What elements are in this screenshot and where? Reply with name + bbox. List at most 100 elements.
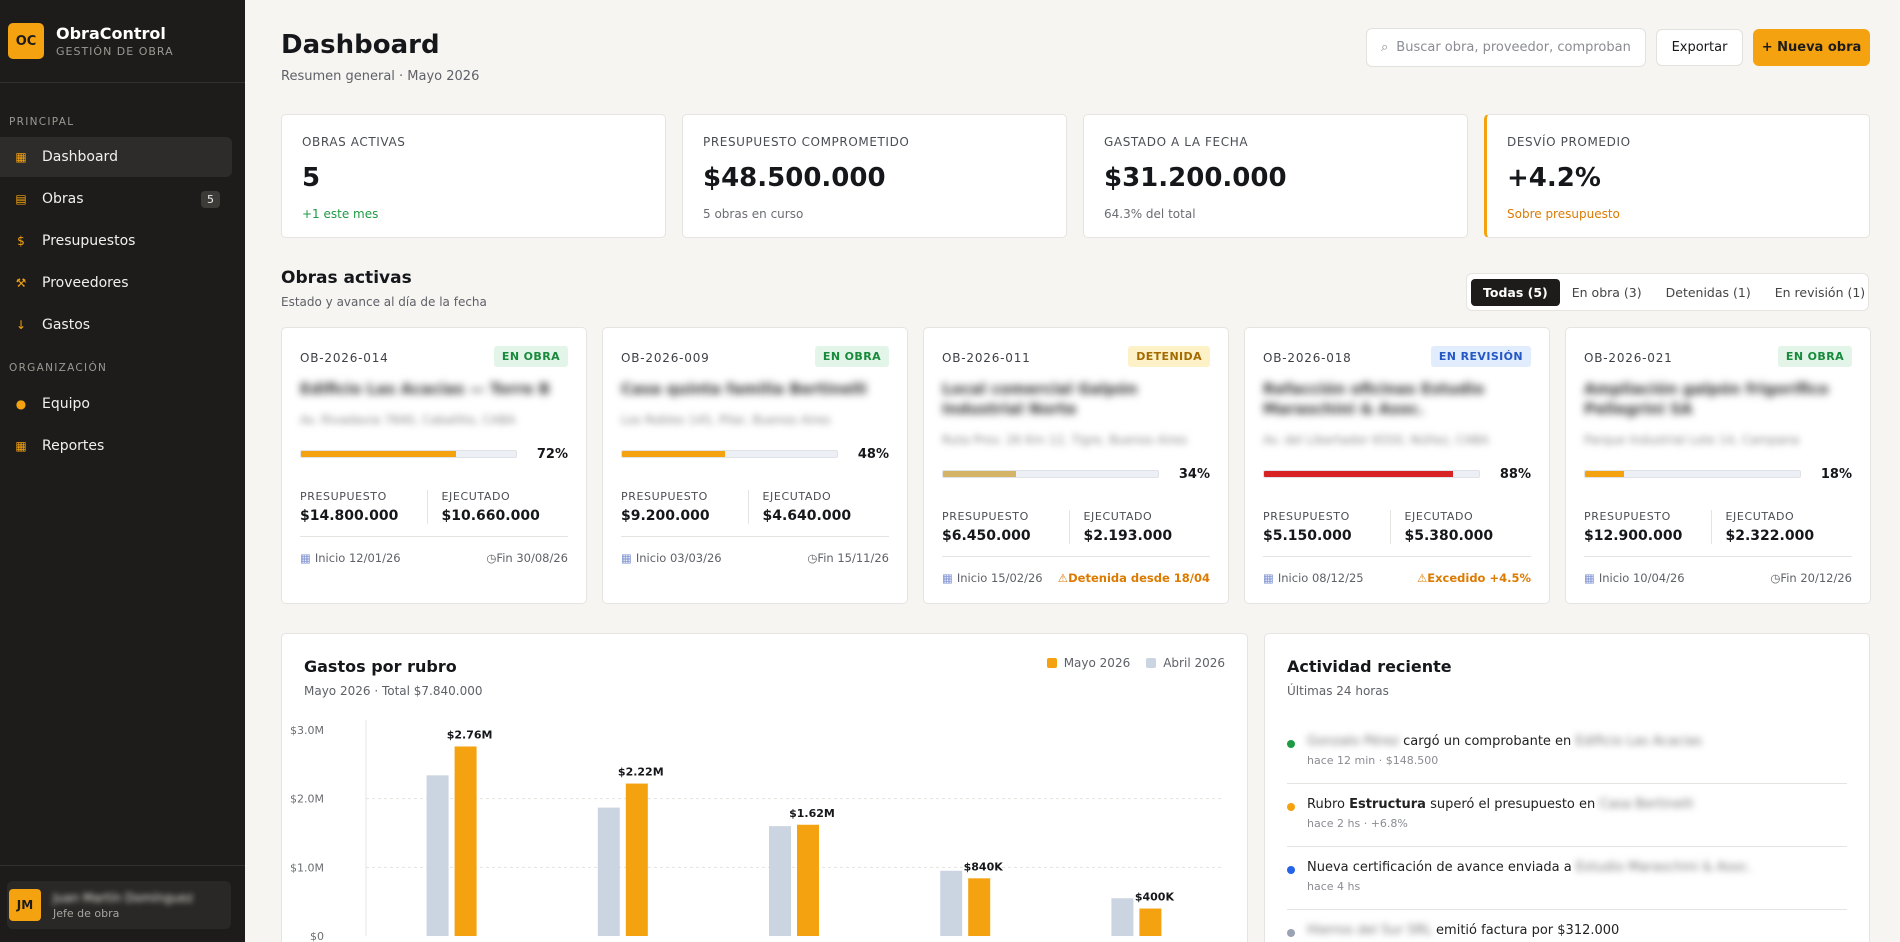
obras-count-badge: 5 — [201, 190, 220, 208]
progress-percent: 72% — [536, 446, 568, 462]
progress-fill — [301, 451, 456, 457]
project-card[interactable]: OB-2026-018 EN REVISIÓN Refacción oficin… — [1244, 327, 1550, 604]
nav-section-principal: PRINCIPAL — [9, 116, 75, 128]
bar-mayo — [797, 824, 819, 936]
activity-item[interactable]: Rubro Estructura superó el presupuesto e… — [1287, 797, 1847, 830]
status-badge: EN OBRA — [493, 346, 568, 367]
sidebar-item-equipo[interactable]: ● Equipo — [0, 384, 232, 424]
activity-actor: Gonzalo Pérez — [1307, 734, 1400, 749]
project-money: PRESUPUESTO $14.800.000 EJECUTADO $10.660.… — [300, 490, 568, 537]
activity-item[interactable]: Gonzalo Pérez cargó un comprobante en Ed… — [1287, 734, 1847, 767]
kpi-label: PRESUPUESTO COMPROMETIDO — [703, 135, 910, 149]
chart-subtitle: Mayo 2026 · Total $7.840.000 — [304, 684, 483, 698]
status-filter-tabs: Todas (5) En obra (3) Detenidas (1) En r… — [1466, 273, 1869, 311]
status-dot — [1287, 929, 1295, 937]
user-name: Juan Martín Domínguez — [53, 890, 194, 905]
start-date: Inicio 08/12/25 — [1277, 571, 1364, 585]
sidebar-item-gastos[interactable]: ↓ Gastos — [0, 305, 232, 345]
calendar-icon: ▦ — [1584, 571, 1595, 585]
project-code: OB-2026-014 — [300, 351, 389, 365]
project-address: Av. Rivadavia 7840, Caballito, CABA — [300, 413, 516, 427]
project-name: Local comercial Galpón Industrial Norte — [942, 380, 1138, 418]
activity-meta: hace 2 hs · +6.8% — [1307, 817, 1408, 830]
spent-label: EJECUTADO — [762, 490, 832, 503]
search-box[interactable]: ⌕ — [1366, 28, 1646, 67]
obras-section-title: Obras activas — [281, 268, 412, 288]
sidebar-item-label: Reportes — [42, 438, 105, 454]
budget-label: PRESUPUESTO — [942, 510, 1029, 523]
sidebar-item-label: Gastos — [42, 317, 91, 333]
activity-target: Edificio Las Acacias — [1575, 734, 1702, 749]
filter-todas[interactable]: Todas (5) — [1471, 278, 1560, 306]
sidebar-item-presupuestos[interactable]: $ Presupuestos — [0, 221, 232, 261]
activity-actor: Hierros del Sur SRL — [1307, 923, 1432, 938]
filter-en-revision[interactable]: En revisión (1) — [1774, 284, 1866, 300]
arrow-down-icon: ↓ — [15, 318, 27, 332]
y-tick-label: $3.0M — [290, 724, 324, 737]
legend-item-abril: Abril 2026 — [1146, 656, 1225, 670]
end-date: Fin 30/08/26 — [496, 551, 568, 565]
budget-label: PRESUPUESTO — [621, 490, 708, 503]
kpi-note: Sobre presupuesto — [1507, 207, 1620, 221]
user-card[interactable]: JM Juan Martín Domínguez Jefe de obra — [7, 881, 231, 929]
filter-en-obra[interactable]: En obra (3) — [1571, 284, 1642, 300]
calendar-icon: ▦ — [1263, 571, 1274, 585]
project-dates: ▦ Inicio 15/02/26 ⚠Detenida desde 18/04 — [942, 571, 1210, 585]
data-label: $840K — [964, 860, 1004, 873]
spent-label: EJECUTADO — [1725, 510, 1795, 523]
project-card[interactable]: OB-2026-021 EN OBRA Ampliación galpón fr… — [1565, 327, 1871, 604]
start-date: Inicio 12/01/26 — [314, 551, 401, 565]
project-address: Ruta Prov. 26 Km 12, Tigre, Buenos Aires — [942, 433, 1188, 447]
bar-mayo — [968, 878, 991, 936]
progress-fill — [943, 471, 1017, 477]
bar-abril — [940, 870, 963, 936]
project-code: OB-2026-009 — [621, 351, 710, 365]
kpi-value: 5 — [302, 163, 321, 193]
spent-label: EJECUTADO — [441, 490, 511, 503]
budget-value: $6.450.000 — [942, 528, 1031, 544]
project-card[interactable]: OB-2026-014 EN OBRA Edificio Las Acacias… — [281, 327, 587, 604]
budget-value: $12.900.000 — [1584, 528, 1683, 544]
brand-logo: OC — [8, 23, 44, 59]
kpi-value: +4.2% — [1507, 163, 1601, 193]
project-money: PRESUPUESTO $5.150.000 EJECUTADO $5.380.00… — [1263, 510, 1531, 557]
clock-icon: ◷ — [1770, 571, 1781, 585]
activity-target: Casa Bertinelli — [1599, 797, 1694, 812]
search-input[interactable] — [1396, 40, 1632, 55]
spent-label: EJECUTADO — [1083, 510, 1153, 523]
kpi-note: +1 este mes — [302, 207, 379, 221]
start-date: Inicio 03/03/26 — [635, 551, 722, 565]
data-label: $1.62M — [789, 807, 835, 820]
spent-value: $2.322.000 — [1725, 528, 1815, 544]
activity-item[interactable]: Hierros del Sur SRL emitió factura por $… — [1287, 923, 1847, 938]
data-label: $400K — [1135, 891, 1175, 904]
activity-panel: Actividad reciente Últimas 24 horas Gonz… — [1264, 633, 1870, 942]
new-obra-button[interactable]: + Nueva obra — [1753, 29, 1870, 66]
activity-prefix: Rubro — [1307, 797, 1350, 812]
sidebar-item-dashboard[interactable]: ▦ Dashboard — [0, 137, 232, 177]
brand-subtitle: GESTIÓN DE OBRA — [56, 45, 174, 58]
kpi-label: OBRAS ACTIVAS — [302, 135, 406, 149]
project-address: Av. del Libertador 6550, Núñez, CABA — [1263, 433, 1489, 447]
warning-icon: ⚠ — [1416, 571, 1428, 585]
kpi-card-desvio: DESVÍO PROMEDIO +4.2% Sobre presupuesto — [1484, 114, 1870, 238]
brand-name: ObraControl — [56, 24, 166, 43]
export-button[interactable]: Exportar — [1656, 29, 1743, 66]
progress-fill — [1585, 471, 1624, 477]
filter-detenidas[interactable]: Detenidas (1) — [1665, 284, 1751, 300]
brand: OC ObraControl GESTIÓN DE OBRA — [0, 0, 245, 83]
status-badge: EN OBRA — [1777, 346, 1852, 367]
sidebar-item-label: Dashboard — [42, 149, 118, 165]
sidebar-item-reportes[interactable]: ▦ Reportes — [0, 426, 232, 466]
activity-item[interactable]: Nueva certificación de avance enviada a … — [1287, 860, 1847, 893]
dot-icon: ● — [15, 397, 27, 411]
bar-mayo — [1139, 908, 1162, 936]
sidebar-item-obras[interactable]: ▤ Obras 5 — [0, 179, 232, 219]
kpi-note: 64.3% del total — [1104, 207, 1196, 221]
nav-section-organizacion: ORGANIZACIÓN — [9, 362, 108, 374]
sidebar-item-proveedores[interactable]: ⚒ Proveedores — [0, 263, 232, 303]
clock-icon: ◷ — [807, 551, 818, 565]
project-dates: ▦ Inicio 03/03/26 ◷Fin 15/11/26 — [621, 551, 889, 565]
project-card[interactable]: OB-2026-011 DETENIDA Local comercial Gal… — [923, 327, 1229, 604]
project-card[interactable]: OB-2026-009 EN OBRA Casa quinta familia … — [602, 327, 908, 604]
